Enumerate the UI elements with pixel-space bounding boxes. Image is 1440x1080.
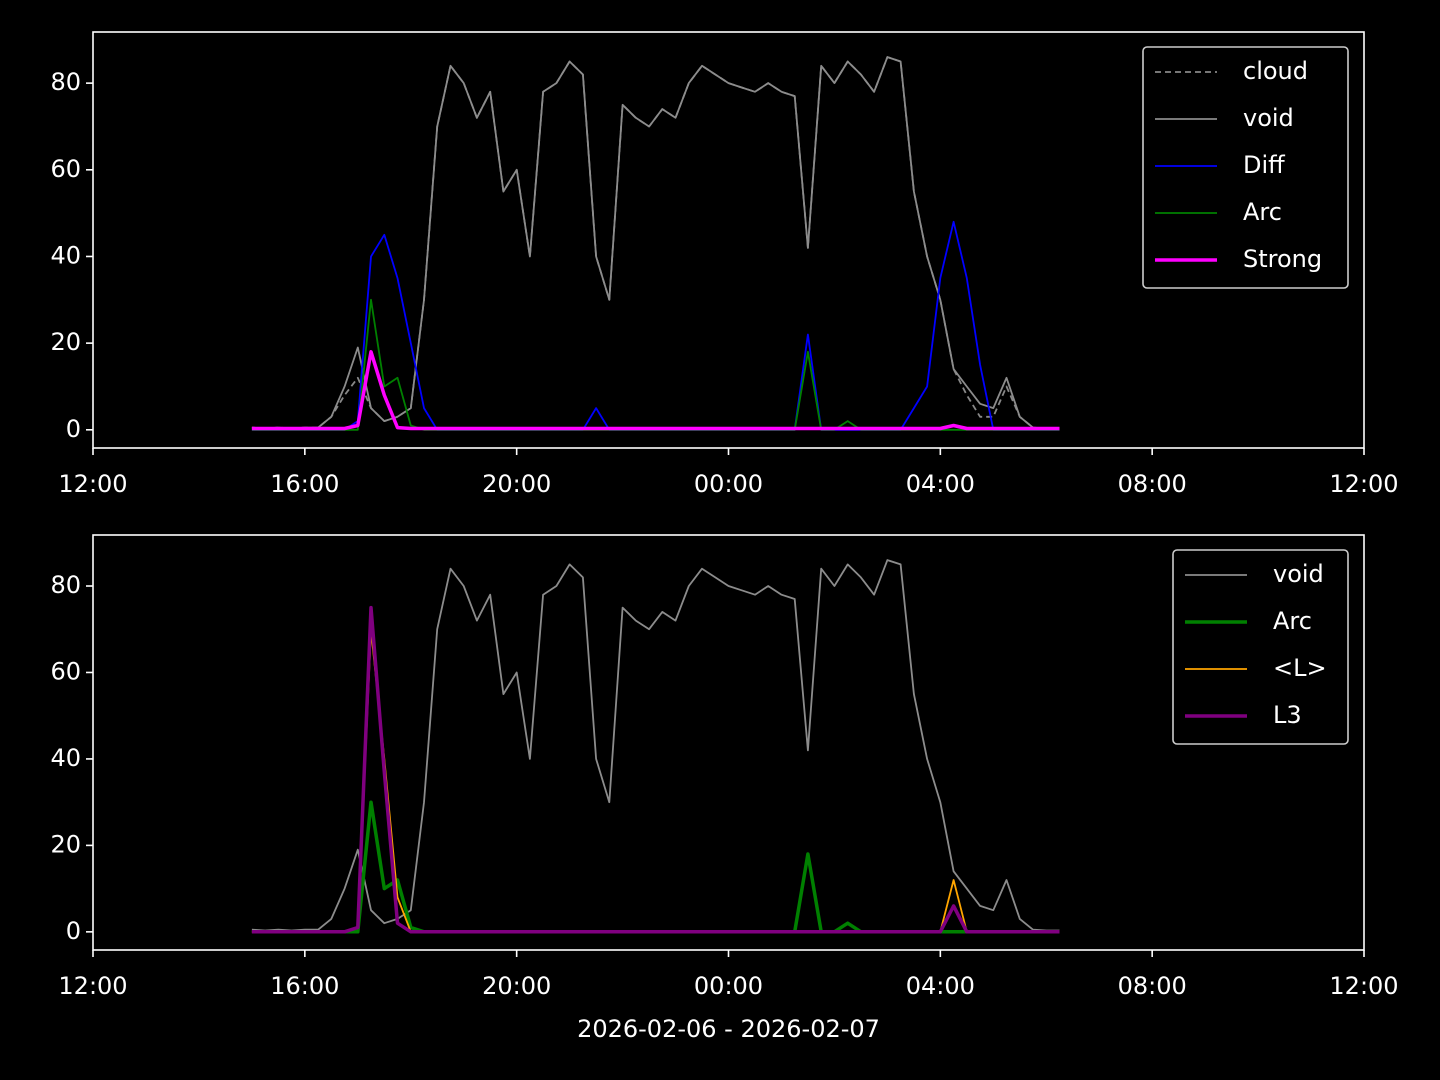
legend-label: void <box>1243 104 1294 132</box>
y-tick-label: 0 <box>66 415 81 443</box>
y-tick-label: 60 <box>50 155 81 183</box>
legend-label: Arc <box>1243 198 1282 226</box>
legend-label: cloud <box>1243 57 1308 85</box>
series-line <box>251 350 1060 431</box>
y-tick-label: 40 <box>50 241 81 269</box>
axes: 0 20 40 60 80 12:00 16:00 20:00 00:00 04:00 08:00 1… <box>50 31 1399 498</box>
x-tick-label: 04:00 <box>906 470 975 498</box>
legend-label: Diff <box>1243 151 1285 179</box>
x-tick-label: 12:00 <box>1329 972 1398 1000</box>
series-line <box>251 559 1060 932</box>
legend-label: <L> <box>1273 654 1327 682</box>
series-line <box>251 628 1060 933</box>
x-tick-label: 04:00 <box>906 972 975 1000</box>
series-line <box>251 220 1060 431</box>
y-tick-label: 80 <box>50 68 81 96</box>
legend-frame <box>1142 46 1349 289</box>
y-tick-label: 60 <box>50 657 81 685</box>
axes: 0 20 40 60 80 12:00 16:00 20:00 00:00 04:00 08:00 1… <box>50 534 1399 1043</box>
series-line <box>251 56 1060 430</box>
x-tick-label: 20:00 <box>482 972 551 1000</box>
y-tick-label: 0 <box>66 917 81 945</box>
legend: void Arc <L> L3 <box>1172 549 1349 745</box>
x-tick-label: 00:00 <box>694 470 763 498</box>
x-tick-label: 00:00 <box>694 972 763 1000</box>
y-tick-label: 20 <box>50 328 81 356</box>
x-tick-label: 08:00 <box>1118 470 1187 498</box>
series-line <box>251 605 1060 934</box>
legend-label: Strong <box>1243 245 1322 273</box>
x-tick-label: 12:00 <box>58 972 127 1000</box>
x-tick-label: 16:00 <box>270 470 339 498</box>
legend: cloud void Diff Arc Strong <box>1142 46 1349 289</box>
legend-frame <box>1172 549 1349 745</box>
x-tick-label: 12:00 <box>1329 470 1398 498</box>
series-line <box>251 56 1060 430</box>
y-tick-label: 80 <box>50 571 81 599</box>
legend-label: L3 <box>1273 701 1302 729</box>
x-axis-label: 2026-02-06 - 2026-02-07 <box>577 1015 880 1043</box>
x-tick-label: 12:00 <box>58 470 127 498</box>
legend-label: Arc <box>1273 607 1312 635</box>
y-tick-label: 40 <box>50 744 81 772</box>
x-tick-label: 08:00 <box>1118 972 1187 1000</box>
x-tick-label: 16:00 <box>270 972 339 1000</box>
x-tick-label: 20:00 <box>482 470 551 498</box>
legend-label: void <box>1273 560 1324 588</box>
y-tick-label: 20 <box>50 830 81 858</box>
